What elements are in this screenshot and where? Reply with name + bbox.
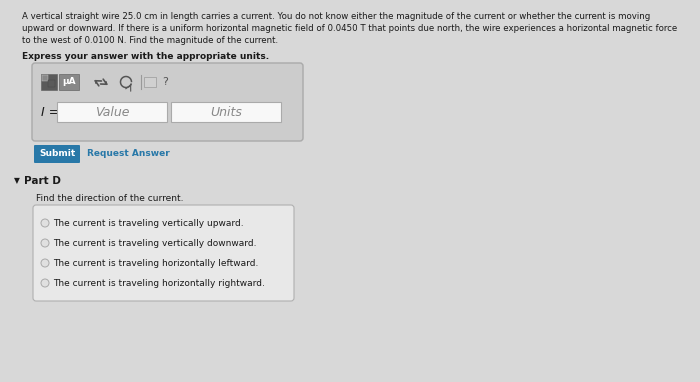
FancyBboxPatch shape bbox=[41, 74, 57, 90]
Text: The current is traveling horizontally rightward.: The current is traveling horizontally ri… bbox=[53, 278, 265, 288]
Text: upward or downward. If there is a uniform horizontal magnetic field of 0.0450 T : upward or downward. If there is a unifor… bbox=[22, 24, 678, 33]
Text: Units: Units bbox=[210, 105, 242, 118]
FancyBboxPatch shape bbox=[34, 145, 80, 163]
Text: Value: Value bbox=[94, 105, 130, 118]
Text: ?: ? bbox=[162, 77, 168, 87]
FancyBboxPatch shape bbox=[57, 102, 167, 122]
Circle shape bbox=[41, 219, 49, 227]
Text: I =: I = bbox=[41, 105, 60, 118]
Text: Express your answer with the appropriate units.: Express your answer with the appropriate… bbox=[22, 52, 269, 61]
Text: μA: μA bbox=[62, 78, 76, 86]
Text: Find the direction of the current.: Find the direction of the current. bbox=[36, 194, 183, 203]
Text: ▼: ▼ bbox=[14, 176, 20, 186]
Text: Submit: Submit bbox=[39, 149, 75, 159]
Circle shape bbox=[41, 259, 49, 267]
FancyBboxPatch shape bbox=[32, 63, 303, 141]
Text: Part D: Part D bbox=[24, 176, 61, 186]
FancyBboxPatch shape bbox=[48, 80, 55, 87]
Text: The current is traveling horizontally leftward.: The current is traveling horizontally le… bbox=[53, 259, 258, 267]
Text: Request Answer: Request Answer bbox=[87, 149, 169, 159]
FancyBboxPatch shape bbox=[59, 74, 79, 90]
Circle shape bbox=[41, 279, 49, 287]
Text: to the west of 0.0100 N. Find the magnitude of the current.: to the west of 0.0100 N. Find the magnit… bbox=[22, 36, 278, 45]
Circle shape bbox=[41, 239, 49, 247]
Text: A vertical straight wire 25.0 cm in length carries a current. You do not know ei: A vertical straight wire 25.0 cm in leng… bbox=[22, 12, 650, 21]
FancyBboxPatch shape bbox=[33, 205, 294, 301]
FancyBboxPatch shape bbox=[42, 75, 48, 81]
Text: The current is traveling vertically downward.: The current is traveling vertically down… bbox=[53, 238, 256, 248]
FancyBboxPatch shape bbox=[144, 77, 156, 87]
FancyBboxPatch shape bbox=[171, 102, 281, 122]
Text: The current is traveling vertically upward.: The current is traveling vertically upwa… bbox=[53, 219, 244, 228]
